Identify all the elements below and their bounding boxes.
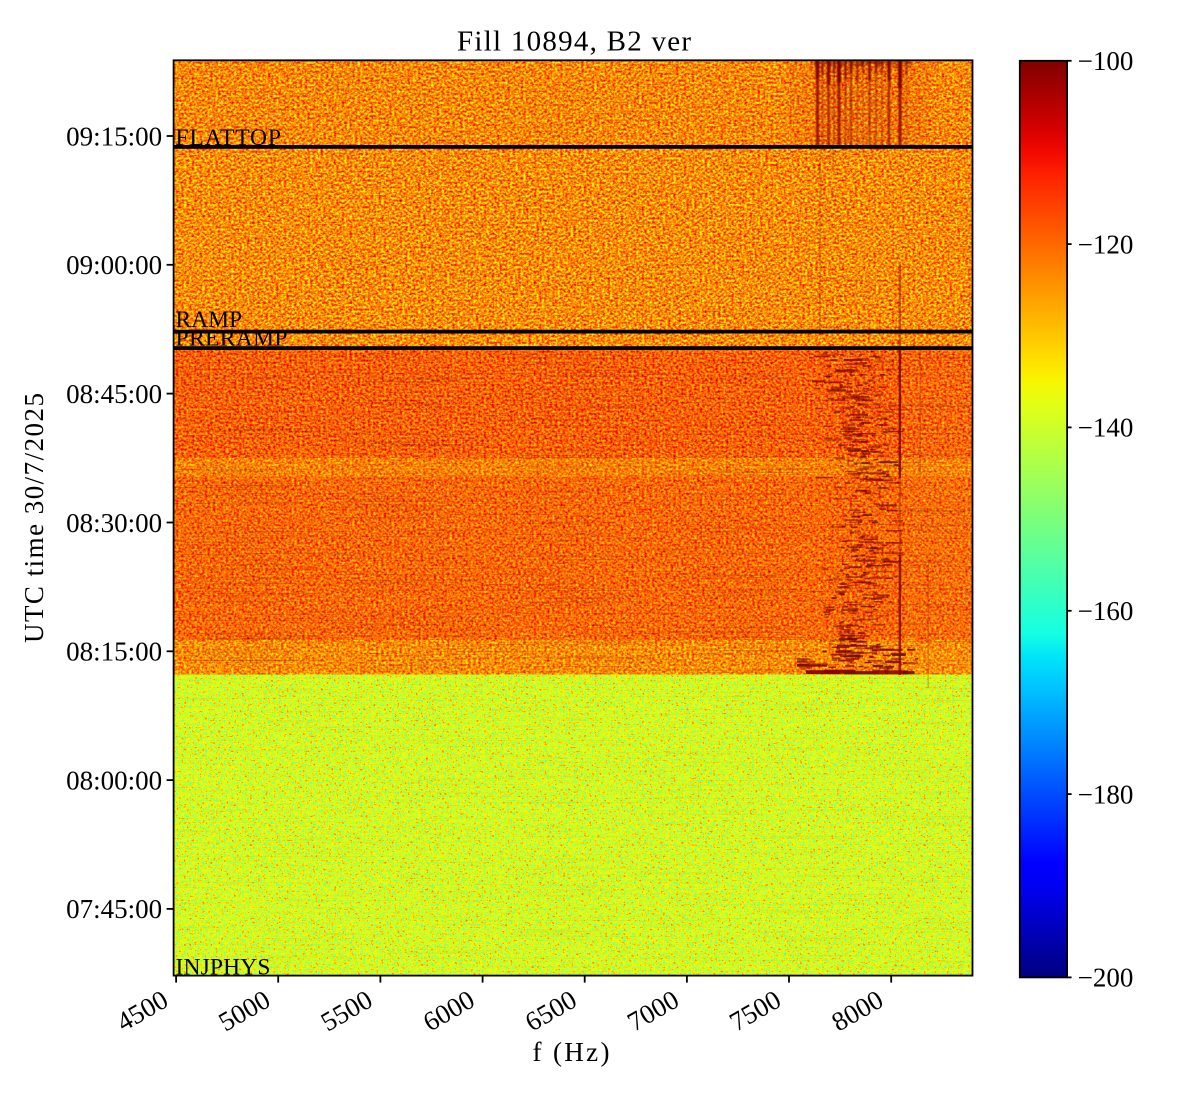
svg-text:−140: −140 [1078,413,1134,443]
svg-text:08:00:00: 08:00:00 [66,765,162,795]
svg-text:RAMP: RAMP [176,307,243,333]
svg-text:−200: −200 [1078,963,1134,993]
svg-text:−120: −120 [1078,229,1134,259]
svg-text:07:45:00: 07:45:00 [66,894,162,924]
svg-text:−100: −100 [1078,46,1134,76]
svg-text:FLATTOP: FLATTOP [176,125,282,151]
svg-text:−180: −180 [1078,779,1134,809]
svg-text:08:45:00: 08:45:00 [66,379,162,409]
svg-text:UTC time 30/7/2025: UTC time 30/7/2025 [19,393,49,643]
svg-text:09:00:00: 09:00:00 [66,250,162,280]
svg-text:f (Hz): f (Hz) [533,1037,610,1067]
svg-text:Fill 10894, B2 ver: Fill 10894, B2 ver [457,26,691,58]
svg-text:08:30:00: 08:30:00 [66,508,162,538]
svg-text:PRERAMP: PRERAMP [176,325,288,351]
svg-text:09:15:00: 09:15:00 [66,121,162,151]
svg-text:−160: −160 [1078,596,1134,626]
svg-text:08:15:00: 08:15:00 [66,637,162,667]
